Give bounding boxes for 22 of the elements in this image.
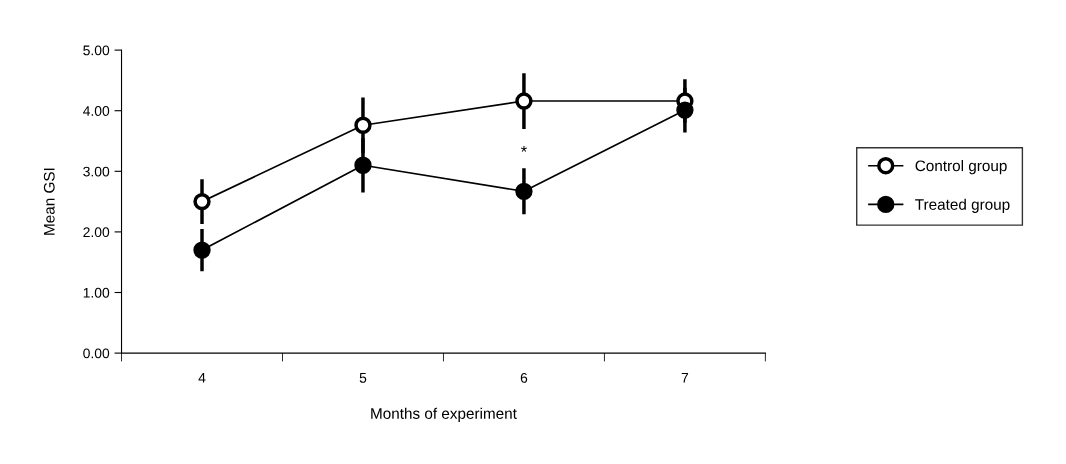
y-tick-label: 2.00 [83,227,110,238]
x-tick-label: 4 [198,373,206,383]
x-tick-label: 7 [681,373,689,383]
y-tick-label: 0.00 [83,348,110,359]
x-tick-label: 5 [359,373,367,383]
y-tick-label: 1.00 [83,287,110,298]
y-tick-label: 3.00 [83,166,110,177]
x-axis-title: Months of experiment [371,407,517,422]
legend-label: Treated group [915,198,1010,213]
x-tick-label: 6 [520,372,528,383]
point [354,156,372,174]
y-tick-label: 4.00 [83,106,110,116]
y-axis-title: Mean GSI [43,168,55,235]
point [354,116,372,134]
point [193,192,211,211]
annotation: * [520,145,527,152]
legend-label: Control group [915,159,1007,175]
y-tick-label: 5.00 [83,45,110,56]
point [515,182,533,200]
point [193,241,211,259]
point [676,101,694,119]
point [515,92,533,110]
